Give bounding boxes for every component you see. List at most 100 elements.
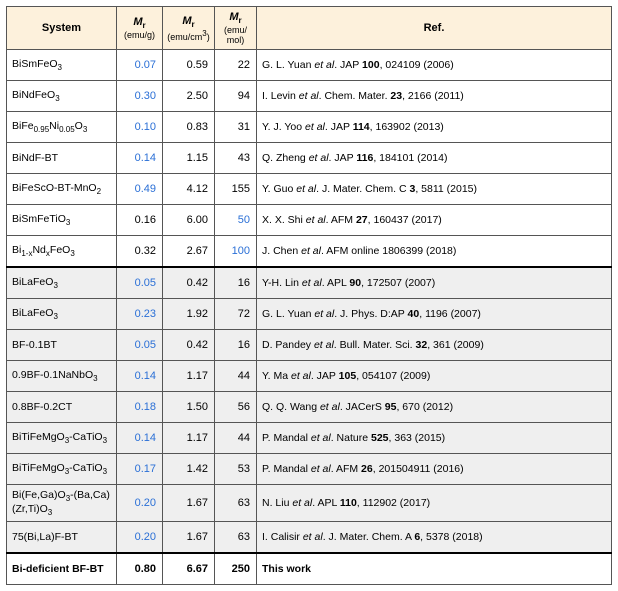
col-mr3: Mr (emu/mol) xyxy=(215,7,257,50)
cell-mr1: 0.32 xyxy=(117,236,163,268)
table-row: BF-0.1BT0.050.4216D. Pandey et al. Bull.… xyxy=(7,330,612,361)
cell-mr1: 0.17 xyxy=(117,454,163,485)
cell-system: BiLaFeO3 xyxy=(7,267,117,299)
cell-mr3: 155 xyxy=(215,174,257,205)
cell-mr2: 1.42 xyxy=(163,454,215,485)
cell-system: 0.8BF-0.2CT xyxy=(7,392,117,423)
cell-mr3: 31 xyxy=(215,112,257,143)
cell-system: BiLaFeO3 xyxy=(7,299,117,330)
cell-ref: Y. Ma et al. JAP 105, 054107 (2009) xyxy=(257,361,612,392)
cell-ref: I. Calisir et al. J. Mater. Chem. A 6, 5… xyxy=(257,522,612,554)
col-ref: Ref. xyxy=(257,7,612,50)
cell-system: Bi1-xNdxFeO3 xyxy=(7,236,117,268)
cell-ref: Q. Zheng et al. JAP 116, 184101 (2014) xyxy=(257,143,612,174)
cell-mr2: 1.17 xyxy=(163,361,215,392)
cell-mr1: 0.20 xyxy=(117,522,163,554)
col-system: System xyxy=(7,7,117,50)
header-row: System Mr (emu/g) Mr (emu/cm3) Mr (emu/m… xyxy=(7,7,612,50)
cell-mr3: 22 xyxy=(215,50,257,81)
cell-mr2: 1.17 xyxy=(163,423,215,454)
cell-mr3: 16 xyxy=(215,267,257,299)
cell-mr3: 63 xyxy=(215,522,257,554)
cell-mr3: 56 xyxy=(215,392,257,423)
cell-system: 0.9BF-0.1NaNbO3 xyxy=(7,361,117,392)
cell-mr2: 1.50 xyxy=(163,392,215,423)
cell-system: BiSmFeTiO3 xyxy=(7,205,117,236)
cell-mr3: 44 xyxy=(215,423,257,454)
cell-ref: This work xyxy=(257,553,612,585)
col-mr1: Mr (emu/g) xyxy=(117,7,163,50)
cell-mr1: 0.14 xyxy=(117,361,163,392)
cell-mr1: 0.20 xyxy=(117,485,163,522)
cell-mr3: 72 xyxy=(215,299,257,330)
cell-mr2: 2.50 xyxy=(163,81,215,112)
cell-mr2: 1.67 xyxy=(163,522,215,554)
cell-mr3: 94 xyxy=(215,81,257,112)
cell-mr1: 0.18 xyxy=(117,392,163,423)
col-mr2: Mr (emu/cm3) xyxy=(163,7,215,50)
table-row: 0.9BF-0.1NaNbO30.141.1744Y. Ma et al. JA… xyxy=(7,361,612,392)
cell-ref: P. Mandal et al. AFM 26, 201504911 (2016… xyxy=(257,454,612,485)
cell-mr2: 0.42 xyxy=(163,330,215,361)
cell-mr1: 0.80 xyxy=(117,553,163,585)
table-row: BiNdF-BT0.141.1543Q. Zheng et al. JAP 11… xyxy=(7,143,612,174)
cell-mr2: 0.83 xyxy=(163,112,215,143)
cell-ref: Y. Guo et al. J. Mater. Chem. C 3, 5811 … xyxy=(257,174,612,205)
cell-system: BiTiFeMgO3-CaTiO3 xyxy=(7,454,117,485)
table-row: BiNdFeO30.302.5094I. Levin et al. Chem. … xyxy=(7,81,612,112)
cell-mr1: 0.05 xyxy=(117,267,163,299)
table-row: 75(Bi,La)F-BT0.201.6763I. Calisir et al.… xyxy=(7,522,612,554)
cell-mr2: 0.59 xyxy=(163,50,215,81)
cell-ref: J. Chen et al. AFM online 1806399 (2018) xyxy=(257,236,612,268)
cell-ref: Y-H. Lin et al. APL 90, 172507 (2007) xyxy=(257,267,612,299)
cell-mr1: 0.14 xyxy=(117,143,163,174)
cell-mr1: 0.07 xyxy=(117,50,163,81)
cell-mr2: 4.12 xyxy=(163,174,215,205)
cell-system: 75(Bi,La)F-BT xyxy=(7,522,117,554)
cell-mr2: 1.67 xyxy=(163,485,215,522)
cell-mr3: 53 xyxy=(215,454,257,485)
cell-ref: I. Levin et al. Chem. Mater. 23, 2166 (2… xyxy=(257,81,612,112)
cell-ref: G. L. Yuan et al. J. Phys. D:AP 40, 1196… xyxy=(257,299,612,330)
cell-mr2: 6.67 xyxy=(163,553,215,585)
cell-mr3: 100 xyxy=(215,236,257,268)
cell-ref: Q. Q. Wang et al. JACerS 95, 670 (2012) xyxy=(257,392,612,423)
cell-mr3: 43 xyxy=(215,143,257,174)
cell-system: BF-0.1BT xyxy=(7,330,117,361)
cell-mr1: 0.14 xyxy=(117,423,163,454)
cell-system: Bi(Fe,Ga)O3-(Ba,Ca)(Zr,Ti)O3 xyxy=(7,485,117,522)
cell-system: Bi-deficient BF-BT xyxy=(7,553,117,585)
table-row: BiSmFeO30.070.5922G. L. Yuan et al. JAP … xyxy=(7,50,612,81)
cell-system: BiFeScO-BT-MnO2 xyxy=(7,174,117,205)
table-row: BiFe0.95Ni0.05O30.100.8331Y. J. Yoo et a… xyxy=(7,112,612,143)
cell-mr3: 250 xyxy=(215,553,257,585)
cell-ref: X. X. Shi et al. AFM 27, 160437 (2017) xyxy=(257,205,612,236)
cell-ref: D. Pandey et al. Bull. Mater. Sci. 32, 3… xyxy=(257,330,612,361)
table-row: BiLaFeO30.050.4216Y-H. Lin et al. APL 90… xyxy=(7,267,612,299)
cell-system: BiFe0.95Ni0.05O3 xyxy=(7,112,117,143)
table-row: BiTiFeMgO3-CaTiO30.171.4253P. Mandal et … xyxy=(7,454,612,485)
cell-ref: Y. J. Yoo et al. JAP 114, 163902 (2013) xyxy=(257,112,612,143)
cell-ref: P. Mandal et al. Nature 525, 363 (2015) xyxy=(257,423,612,454)
table-row: Bi-deficient BF-BT0.806.67250This work xyxy=(7,553,612,585)
table-row: Bi(Fe,Ga)O3-(Ba,Ca)(Zr,Ti)O30.201.6763N.… xyxy=(7,485,612,522)
table-row: 0.8BF-0.2CT0.181.5056Q. Q. Wang et al. J… xyxy=(7,392,612,423)
cell-mr2: 0.42 xyxy=(163,267,215,299)
table-row: BiSmFeTiO30.166.0050X. X. Shi et al. AFM… xyxy=(7,205,612,236)
cell-system: BiNdFeO3 xyxy=(7,81,117,112)
cell-mr2: 1.92 xyxy=(163,299,215,330)
table-row: BiTiFeMgO3-CaTiO30.141.1744P. Mandal et … xyxy=(7,423,612,454)
cell-system: BiTiFeMgO3-CaTiO3 xyxy=(7,423,117,454)
cell-mr1: 0.30 xyxy=(117,81,163,112)
cell-mr2: 1.15 xyxy=(163,143,215,174)
cell-ref: G. L. Yuan et al. JAP 100, 024109 (2006) xyxy=(257,50,612,81)
table-row: BiLaFeO30.231.9272G. L. Yuan et al. J. P… xyxy=(7,299,612,330)
cell-mr3: 44 xyxy=(215,361,257,392)
cell-mr2: 2.67 xyxy=(163,236,215,268)
cell-mr3: 16 xyxy=(215,330,257,361)
cell-mr3: 50 xyxy=(215,205,257,236)
cell-ref: N. Liu et al. APL 110, 112902 (2017) xyxy=(257,485,612,522)
cell-mr3: 63 xyxy=(215,485,257,522)
table-row: Bi1-xNdxFeO30.322.67100J. Chen et al. AF… xyxy=(7,236,612,268)
cell-system: BiNdF-BT xyxy=(7,143,117,174)
